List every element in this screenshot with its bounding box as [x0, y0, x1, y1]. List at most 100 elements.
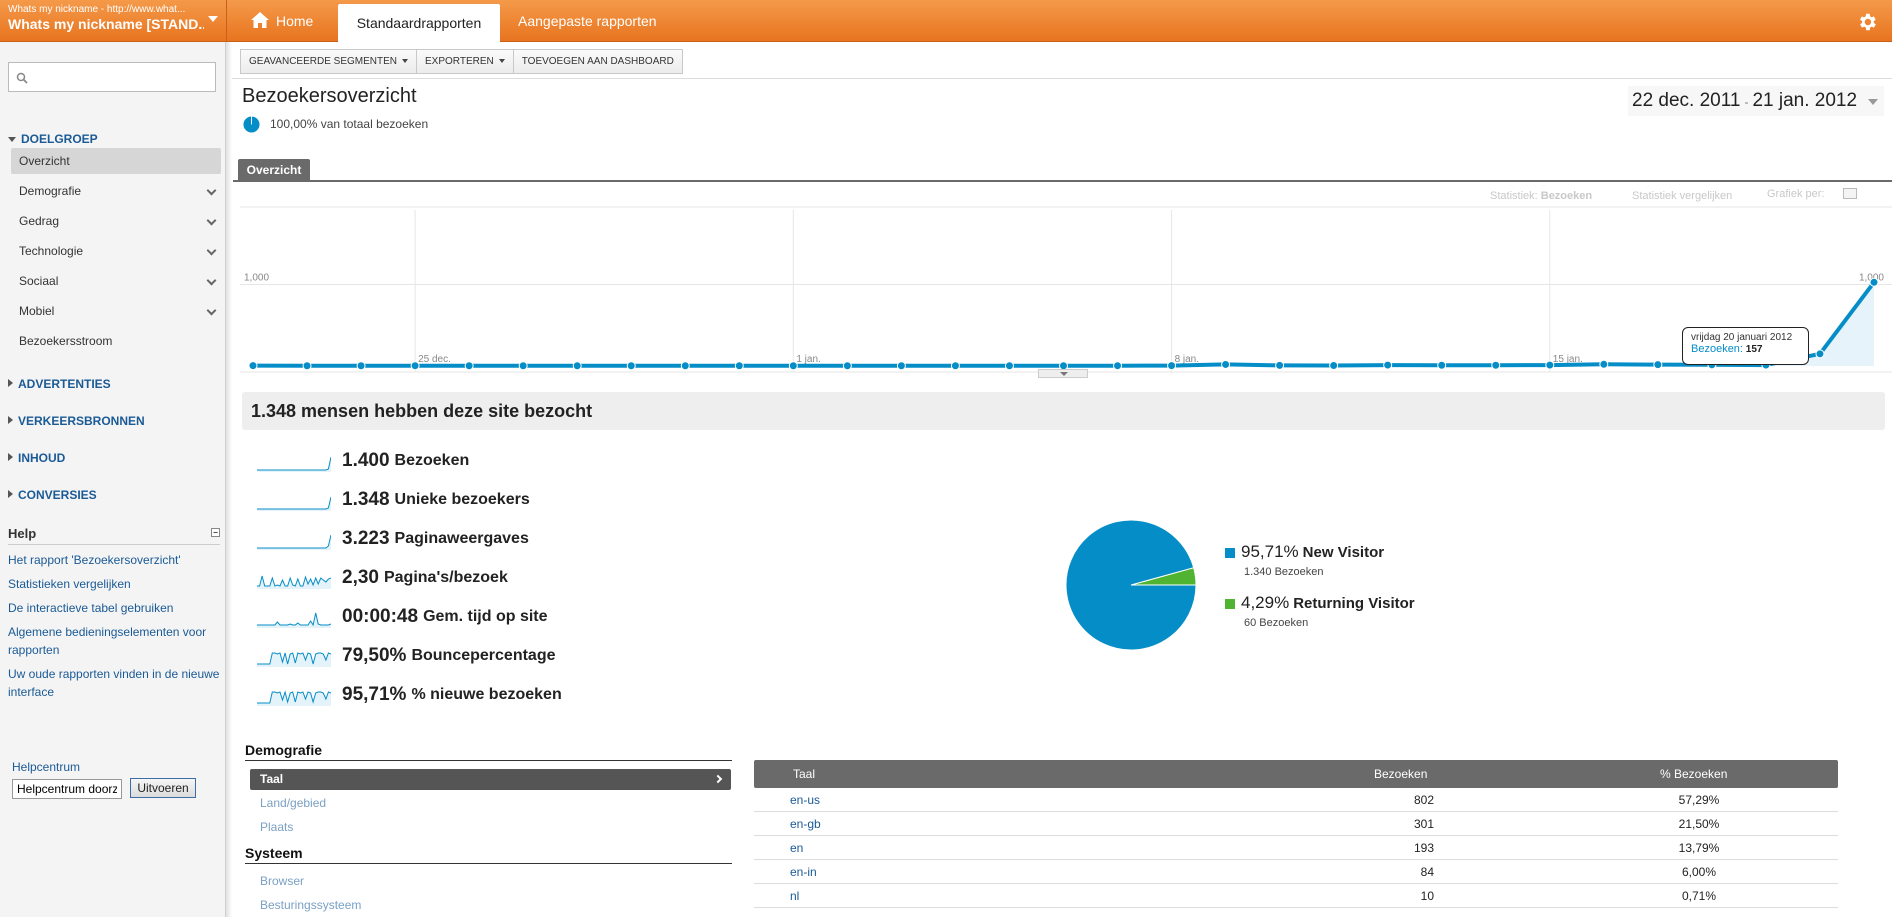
triangle-right-icon — [8, 379, 13, 387]
metric-value: 00:00:48 — [342, 606, 419, 627]
metric-selector[interactable]: Statistiek: Bezoeken — [1490, 190, 1592, 202]
compare-metric-link[interactable]: Statistiek vergelijken — [1632, 190, 1733, 202]
data-point — [626, 361, 636, 371]
section-verkeersbronnen[interactable]: VERKEERSBRONNEN — [8, 414, 145, 428]
account-name: Whats my nickname [STAND... — [8, 16, 204, 32]
sidebar-item-mobiel[interactable]: Mobiel — [11, 298, 221, 324]
export-button[interactable]: EXPORTEREN — [417, 50, 514, 73]
nav-home[interactable]: Home — [250, 0, 330, 42]
col-header-bezoeken[interactable]: Bezoeken — [1374, 767, 1428, 781]
date-range-picker[interactable]: 22 dec. 2011-21 jan. 2012 — [1628, 86, 1884, 116]
legend-sub: 60 Bezoeken — [1244, 617, 1309, 629]
col-header-pct-bezoeken[interactable]: % Bezoeken — [1660, 767, 1728, 781]
cell-bezoeken: 802 — [1413, 793, 1434, 807]
nav-custom-reports[interactable]: Aangepaste rapporten — [518, 13, 657, 29]
dimension-plaats[interactable]: Plaats — [260, 820, 294, 834]
help-link[interactable]: Algemene bedieningselementen voor rappor… — [8, 625, 207, 657]
collapse-icon[interactable]: − — [211, 528, 220, 537]
data-point — [788, 361, 798, 371]
dimension-land[interactable]: Land/gebied — [260, 796, 327, 810]
cell-pct: 0,71% — [1681, 889, 1717, 903]
help-link[interactable]: De interactieve tabel gebruiken — [8, 601, 174, 615]
calendar-icon[interactable] — [1843, 188, 1857, 199]
data-point — [410, 361, 420, 371]
helpcentrum-label[interactable]: Helpcentrum — [12, 760, 81, 774]
data-point — [1329, 361, 1339, 371]
dimension-browser[interactable]: Browser — [260, 874, 305, 888]
metric-value: 1.348 — [342, 489, 390, 510]
cell-pct: 13,79% — [1678, 841, 1720, 855]
helpcentrum-search-input[interactable] — [12, 779, 122, 799]
advanced-segments-button[interactable]: GEAVANCEERDE SEGMENTEN — [241, 50, 417, 73]
cell-bezoeken: 10 — [1420, 889, 1434, 903]
visits-line-chart: 2,000 2,000 1,000 1,000 25 dec. 1 jan. 8 jan. 1… — [240, 205, 1892, 373]
section-conversies[interactable]: CONVERSIES — [8, 488, 97, 502]
help-link[interactable]: Uw oude rapporten vinden in de nieuwe in… — [8, 667, 220, 699]
sidebar-item-demografie[interactable]: Demografie — [11, 178, 221, 204]
triangle-right-icon — [8, 453, 13, 461]
chevron-down-icon — [206, 275, 217, 286]
section-inhoud[interactable]: INHOUD — [8, 451, 65, 465]
dimension-group-systeem: Systeem — [245, 845, 732, 864]
search-input[interactable] — [8, 62, 216, 92]
sparkline — [257, 456, 331, 472]
data-point — [842, 361, 852, 371]
data-point — [1545, 360, 1555, 370]
sidebar: DOELGROEP Overzicht Demografie Gedrag Te… — [0, 42, 226, 917]
cell-taal[interactable]: en — [790, 841, 804, 855]
tab-overzicht[interactable]: Overzicht — [238, 159, 310, 181]
segment-pie-icon — [243, 116, 260, 133]
helpcentrum-submit-button[interactable]: Uitvoeren — [130, 778, 196, 798]
sidebar-item-label: Gedrag — [19, 214, 60, 228]
x-tick-label: 25 dec. — [418, 354, 451, 365]
section-advertenties[interactable]: ADVERTENTIES — [8, 377, 111, 391]
help-link[interactable]: Statistieken vergelijken — [8, 577, 131, 591]
summary-headline: 1.348 mensen hebben deze site bezocht — [242, 392, 1885, 430]
cell-taal[interactable]: en-in — [790, 865, 817, 879]
legend-name: Returning Visitor — [1293, 595, 1415, 612]
sidebar-item-technologie[interactable]: Technologie — [11, 238, 221, 264]
sidebar-item-bezoekersstroom[interactable]: Bezoekersstroom — [11, 328, 221, 354]
metric-row: 1.348 Unieke bezoekers — [257, 485, 530, 515]
sidebar-item-label: Overzicht — [19, 154, 70, 168]
page-title: Bezoekersoverzicht — [242, 85, 417, 107]
data-point — [1004, 361, 1014, 371]
add-to-dashboard-button[interactable]: TOEVOEGEN AAN DASHBOARD — [521, 56, 674, 67]
metric-label: Bezoeken — [394, 452, 470, 469]
dimension-os[interactable]: Besturingssysteem — [260, 898, 362, 912]
cell-pct: 21,50% — [1678, 817, 1720, 831]
table-row: en-us 802 57,29% — [754, 788, 1838, 812]
legend-pct: 95,71% — [1241, 542, 1299, 561]
legend-sub: 1.340 Bezoeken — [1244, 566, 1324, 578]
data-point — [680, 361, 690, 371]
table-header: Taal Bezoeken % Bezoeken — [754, 760, 1838, 788]
dimension-label: Taal — [260, 772, 284, 786]
account-selector[interactable]: Whats my nickname - http://www.what... W… — [0, 0, 226, 42]
sidebar-item-overzicht[interactable]: Overzicht — [11, 148, 221, 174]
sidebar-item-gedrag[interactable]: Gedrag — [11, 208, 221, 234]
metric-prefix: Statistiek: — [1490, 190, 1538, 202]
chart-collapse-handle[interactable] — [1038, 369, 1088, 378]
dimension-taal[interactable]: Taal — [250, 769, 731, 790]
legend-swatch — [1225, 599, 1235, 609]
nav-standard-reports[interactable]: Standaardrapporten — [338, 4, 500, 42]
chevron-down-icon — [402, 59, 408, 63]
data-point — [1869, 277, 1879, 287]
section-doelgroep[interactable]: DOELGROEP — [8, 132, 98, 146]
x-tick-label: 15 jan. — [1553, 354, 1583, 365]
legend-pct: 4,29% — [1241, 593, 1290, 612]
metric-value: 2,30 — [342, 567, 379, 588]
metric-label: % nieuwe bezoeken — [411, 686, 562, 703]
cell-taal[interactable]: nl — [790, 889, 800, 903]
gear-icon[interactable] — [1856, 11, 1878, 33]
sidebar-item-sociaal[interactable]: Sociaal — [11, 268, 221, 294]
help-link[interactable]: Het rapport 'Bezoekersoverzicht' — [8, 553, 181, 567]
pie-slice — [1065, 519, 1197, 651]
cell-bezoeken: 84 — [1420, 865, 1434, 879]
search-icon — [16, 72, 28, 84]
cell-taal[interactable]: en-us — [790, 793, 821, 807]
help-title: Help — [8, 526, 37, 541]
col-header-taal[interactable]: Taal — [793, 767, 816, 781]
cell-taal[interactable]: en-gb — [790, 817, 821, 831]
triangle-right-icon — [8, 416, 13, 424]
